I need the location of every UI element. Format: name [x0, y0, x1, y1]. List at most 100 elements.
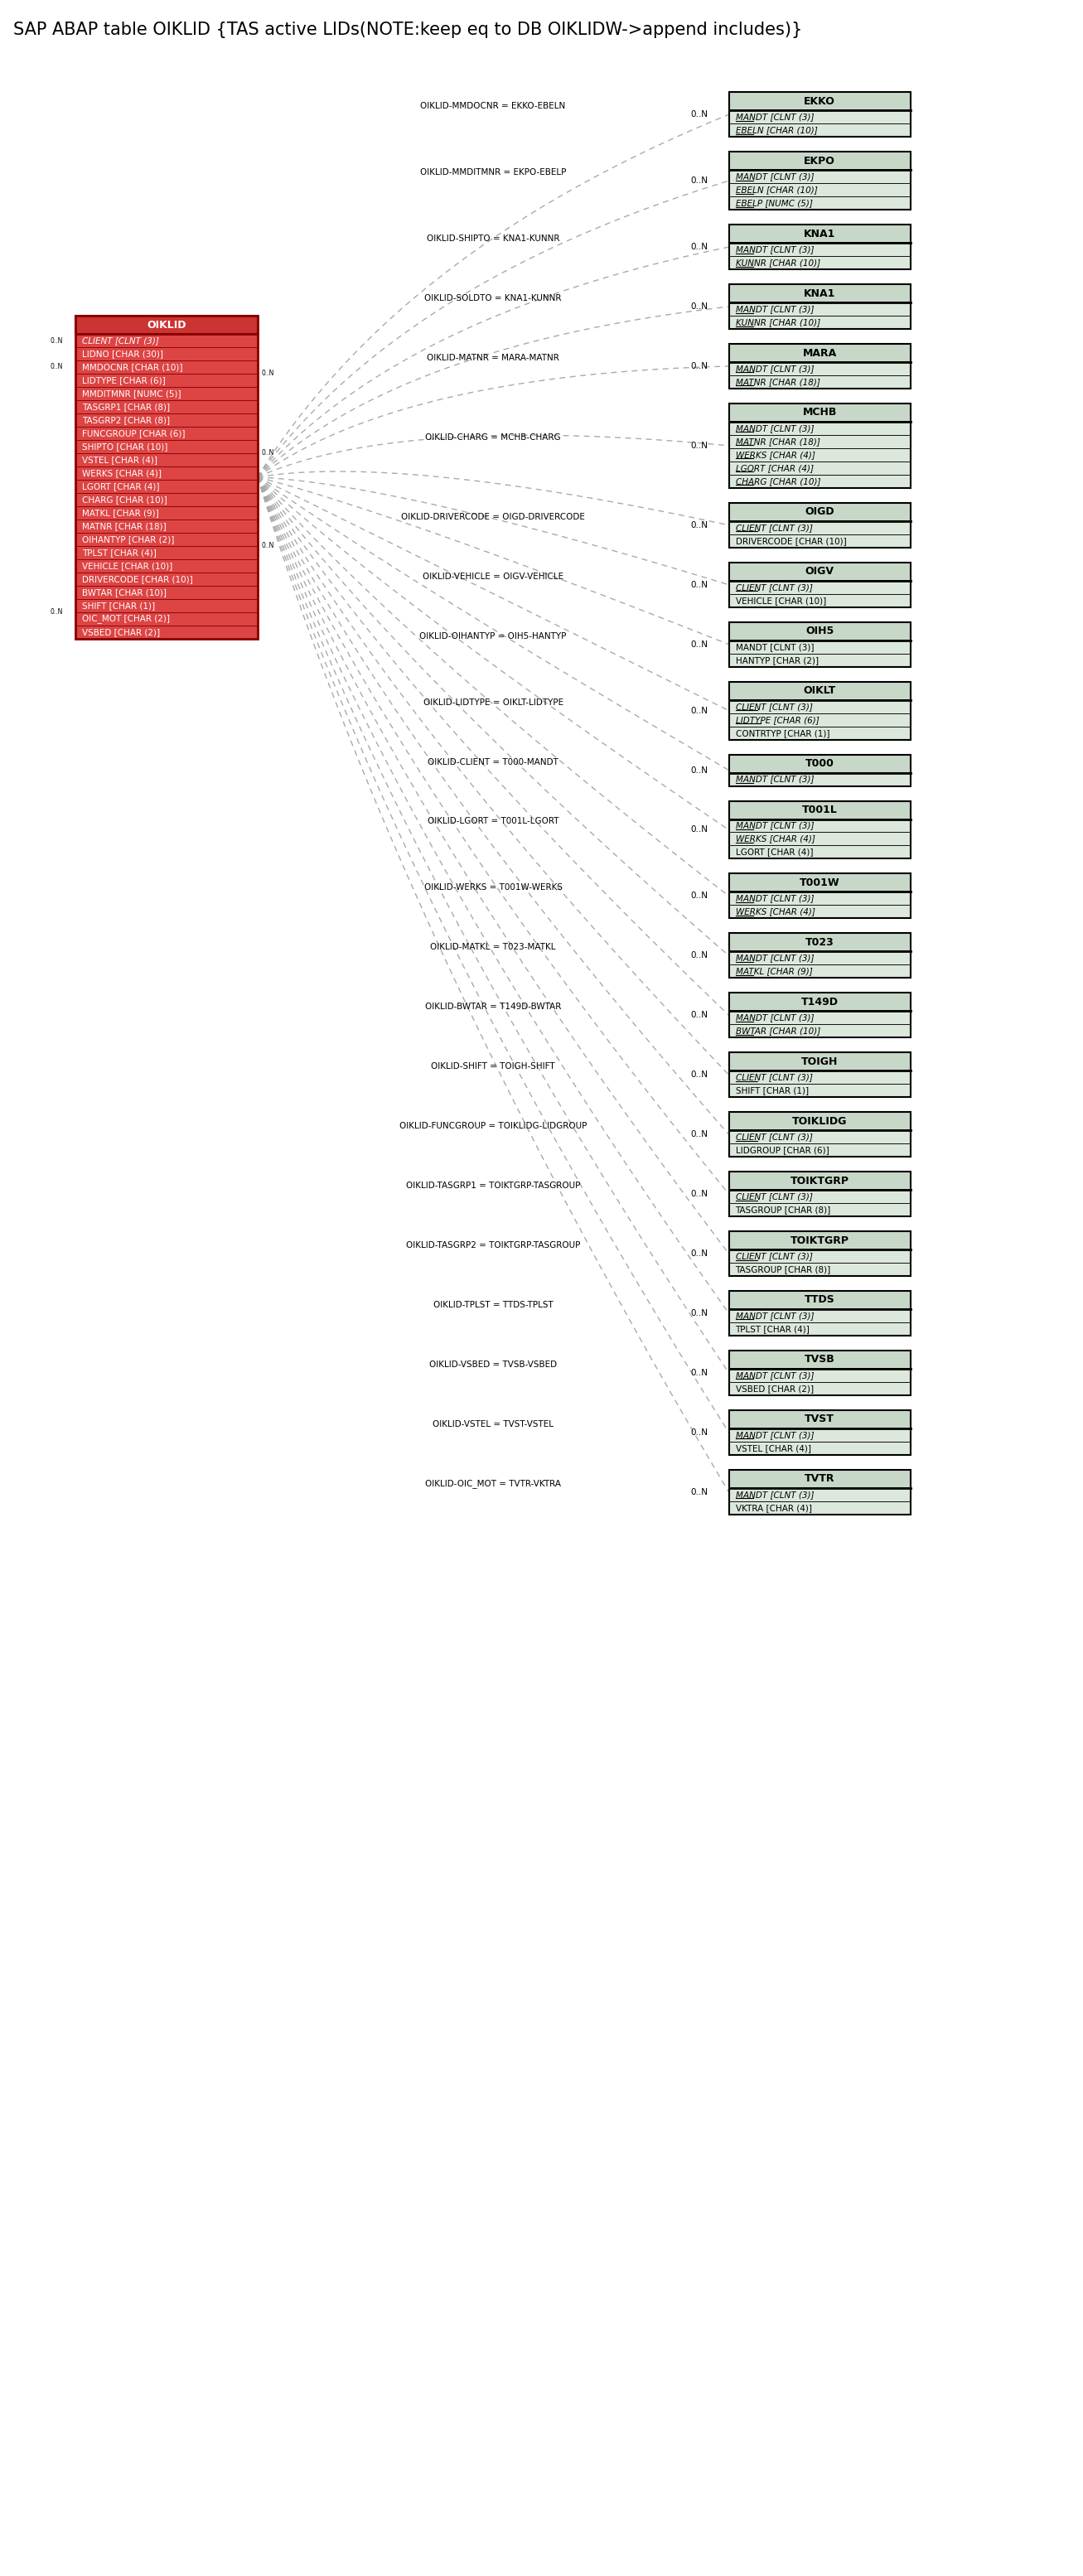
Text: MMDOCNR [CHAR (10)]: MMDOCNR [CHAR (10)]	[82, 363, 183, 371]
Text: OIKLID-MATKL = T023-MATKL: OIKLID-MATKL = T023-MATKL	[430, 943, 556, 951]
Text: SAP ABAP table OIKLID {TAS active LIDs(NOTE:keep eq to DB OIKLIDW->append includ: SAP ABAP table OIKLID {TAS active LIDs(N…	[14, 21, 803, 39]
FancyBboxPatch shape	[729, 422, 911, 435]
Text: OIKLID-TASGRP2 = TOIKTGRP-TASGROUP: OIKLID-TASGRP2 = TOIKTGRP-TASGROUP	[406, 1242, 580, 1249]
Text: MANDT [CLNT (3)]: MANDT [CLNT (3)]	[735, 822, 813, 829]
FancyBboxPatch shape	[729, 891, 911, 904]
Text: TVST: TVST	[805, 1414, 835, 1425]
FancyBboxPatch shape	[76, 317, 258, 335]
Text: T023: T023	[806, 938, 834, 948]
FancyBboxPatch shape	[76, 598, 258, 613]
FancyBboxPatch shape	[729, 1144, 911, 1157]
FancyBboxPatch shape	[729, 317, 911, 330]
Text: 0..N: 0..N	[51, 363, 63, 371]
Text: 0..N: 0..N	[691, 1309, 708, 1316]
Text: OIKLID-VSTEL = TVST-VSTEL: OIKLID-VSTEL = TVST-VSTEL	[432, 1419, 553, 1427]
FancyBboxPatch shape	[729, 755, 911, 773]
Text: KUNNR [CHAR (10)]: KUNNR [CHAR (10)]	[735, 258, 820, 268]
FancyBboxPatch shape	[729, 533, 911, 549]
FancyBboxPatch shape	[729, 363, 911, 376]
FancyBboxPatch shape	[729, 951, 911, 966]
FancyBboxPatch shape	[76, 374, 258, 386]
FancyBboxPatch shape	[729, 1262, 911, 1275]
Text: OIKLT: OIKLT	[804, 685, 836, 696]
FancyBboxPatch shape	[729, 242, 911, 255]
Text: LIDGROUP [CHAR (6)]: LIDGROUP [CHAR (6)]	[735, 1146, 828, 1154]
Text: VSTEL [CHAR (4)]: VSTEL [CHAR (4)]	[82, 456, 158, 464]
Text: 0..N: 0..N	[691, 1427, 708, 1437]
Text: T000: T000	[806, 757, 834, 770]
Text: CONTRTYP [CHAR (1)]: CONTRTYP [CHAR (1)]	[735, 729, 830, 737]
FancyBboxPatch shape	[729, 1131, 911, 1144]
FancyBboxPatch shape	[76, 399, 258, 412]
FancyBboxPatch shape	[729, 1190, 911, 1203]
FancyBboxPatch shape	[729, 1381, 911, 1396]
Text: OIHANTYP [CHAR (2)]: OIHANTYP [CHAR (2)]	[82, 536, 174, 544]
Text: OIKLID-DRIVERCODE = OIGD-DRIVERCODE: OIKLID-DRIVERCODE = OIGD-DRIVERCODE	[401, 513, 585, 520]
Text: 0..N: 0..N	[691, 1072, 708, 1079]
Text: MANDT [CLNT (3)]: MANDT [CLNT (3)]	[735, 1492, 813, 1499]
Text: CLIENT [CLNT (3)]: CLIENT [CLNT (3)]	[735, 523, 812, 531]
Text: EBELN [CHAR (10)]: EBELN [CHAR (10)]	[735, 126, 818, 134]
FancyBboxPatch shape	[729, 224, 911, 242]
Text: OIKLID-LIDTYPE = OIKLT-LIDTYPE: OIKLID-LIDTYPE = OIKLT-LIDTYPE	[423, 698, 563, 706]
Text: MANDT [CLNT (3)]: MANDT [CLNT (3)]	[735, 1370, 813, 1381]
FancyBboxPatch shape	[729, 933, 911, 951]
Text: MMDITMNR [NUMC (5)]: MMDITMNR [NUMC (5)]	[82, 389, 181, 397]
FancyBboxPatch shape	[76, 613, 258, 626]
Text: 0..N: 0..N	[691, 1368, 708, 1378]
Text: LIDTYPE [CHAR (6)]: LIDTYPE [CHAR (6)]	[82, 376, 166, 384]
Text: TPLST [CHAR (4)]: TPLST [CHAR (4)]	[82, 549, 157, 556]
FancyBboxPatch shape	[729, 580, 911, 595]
Text: LIDTYPE [CHAR (6)]: LIDTYPE [CHAR (6)]	[735, 716, 819, 724]
Text: MANDT [CLNT (3)]: MANDT [CLNT (3)]	[735, 173, 813, 180]
FancyBboxPatch shape	[729, 801, 911, 819]
Text: MANDT [CLNT (3)]: MANDT [CLNT (3)]	[735, 245, 813, 252]
Text: MANDT [CLNT (3)]: MANDT [CLNT (3)]	[735, 1430, 813, 1440]
Text: KNA1: KNA1	[804, 289, 836, 299]
FancyBboxPatch shape	[729, 726, 911, 739]
Text: 0..N: 0..N	[691, 1131, 708, 1139]
Text: 0..N: 0..N	[262, 541, 274, 549]
Text: WERKS [CHAR (4)]: WERKS [CHAR (4)]	[735, 451, 814, 459]
FancyBboxPatch shape	[76, 348, 258, 361]
Text: 0..N: 0..N	[262, 448, 274, 456]
FancyBboxPatch shape	[729, 1054, 911, 1072]
FancyBboxPatch shape	[76, 520, 258, 533]
FancyBboxPatch shape	[729, 435, 911, 448]
Text: 0..N: 0..N	[691, 301, 708, 312]
Text: TOIKLIDG: TOIKLIDG	[793, 1115, 847, 1126]
Text: 0..N: 0..N	[691, 363, 708, 371]
Text: EKPO: EKPO	[804, 155, 835, 167]
FancyBboxPatch shape	[729, 1203, 911, 1216]
FancyBboxPatch shape	[729, 343, 911, 363]
FancyBboxPatch shape	[729, 832, 911, 845]
Text: MANDT [CLNT (3)]: MANDT [CLNT (3)]	[735, 425, 813, 433]
Text: MANDT [CLNT (3)]: MANDT [CLNT (3)]	[735, 113, 813, 121]
FancyBboxPatch shape	[76, 533, 258, 546]
Text: OIKLID-FUNCGROUP = TOIKLIDG-LIDGROUP: OIKLID-FUNCGROUP = TOIKLIDG-LIDGROUP	[400, 1123, 587, 1131]
Text: TOIGH: TOIGH	[801, 1056, 838, 1066]
Text: EBELN [CHAR (10)]: EBELN [CHAR (10)]	[735, 185, 818, 193]
FancyBboxPatch shape	[729, 1350, 911, 1368]
FancyBboxPatch shape	[729, 301, 911, 317]
Text: CLIENT [CLNT (3)]: CLIENT [CLNT (3)]	[735, 703, 812, 711]
Text: VSTEL [CHAR (4)]: VSTEL [CHAR (4)]	[735, 1445, 811, 1453]
FancyBboxPatch shape	[76, 335, 258, 348]
Text: SHIFT [CHAR (1)]: SHIFT [CHAR (1)]	[82, 600, 155, 611]
FancyBboxPatch shape	[729, 773, 911, 786]
Text: OIGV: OIGV	[806, 567, 834, 577]
Text: KNA1: KNA1	[804, 229, 836, 240]
Text: CHARG [CHAR (10)]: CHARG [CHAR (10)]	[82, 495, 167, 505]
Text: 0..N: 0..N	[691, 178, 708, 185]
Text: MCHB: MCHB	[803, 407, 837, 417]
Text: 0..N: 0..N	[691, 891, 708, 899]
Text: OIKLID-VEHICLE = OIGV-VEHICLE: OIKLID-VEHICLE = OIGV-VEHICLE	[422, 572, 563, 580]
Text: DRIVERCODE [CHAR (10)]: DRIVERCODE [CHAR (10)]	[735, 536, 846, 546]
Text: T001W: T001W	[799, 878, 840, 889]
Text: TVTR: TVTR	[805, 1473, 835, 1484]
Text: LGORT [CHAR (4)]: LGORT [CHAR (4)]	[735, 848, 813, 855]
FancyBboxPatch shape	[729, 621, 911, 641]
FancyBboxPatch shape	[729, 654, 911, 667]
Text: OIKLID-CHARG = MCHB-CHARG: OIKLID-CHARG = MCHB-CHARG	[426, 433, 561, 440]
FancyBboxPatch shape	[729, 1012, 911, 1025]
